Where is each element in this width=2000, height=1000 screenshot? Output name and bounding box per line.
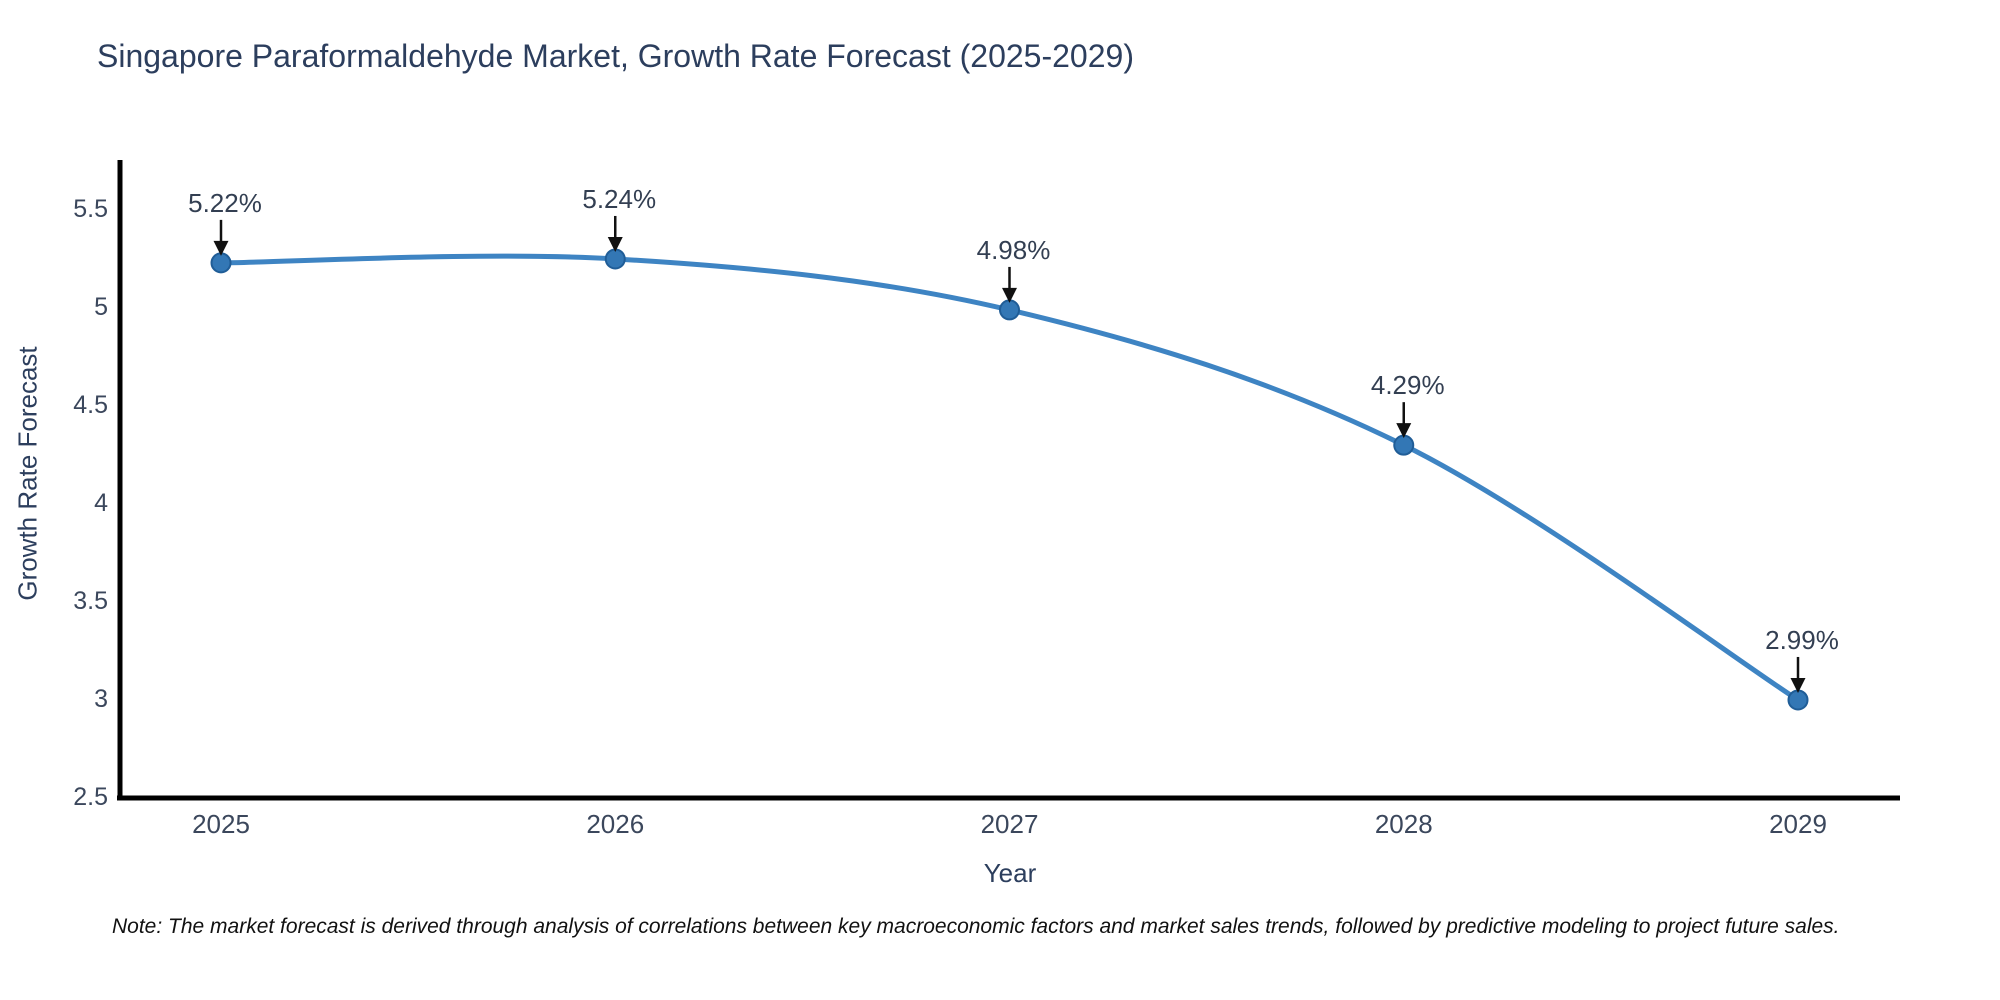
x-tick-label: 2025	[192, 809, 250, 839]
point-label: 2.99%	[1765, 625, 1839, 655]
annotation-arrow-head	[1002, 287, 1017, 303]
x-tick-label: 2028	[1375, 809, 1433, 839]
y-tick-label: 5.5	[73, 195, 108, 223]
annotation-arrow-head	[1396, 423, 1412, 439]
y-tick-label: 5	[94, 293, 108, 321]
point-label: 5.22%	[188, 188, 262, 218]
data-point-marker	[999, 299, 1020, 321]
y-tick-label: 4.5	[73, 391, 108, 419]
trend-line	[218, 253, 1801, 703]
data-point-marker	[1787, 689, 1809, 711]
point-label: 5.24%	[582, 184, 656, 214]
chart-title: Singapore Paraformaldehyde Market, Growt…	[97, 38, 1134, 74]
data-point-marker	[210, 252, 232, 274]
x-tick-label: 2026	[586, 809, 644, 839]
annotation-arrow-head	[607, 236, 623, 252]
y-tick-label: 2.5	[73, 783, 108, 811]
point-label: 4.29%	[1371, 370, 1445, 400]
data-point-marker	[604, 248, 626, 270]
x-tick-label: 2029	[1769, 809, 1827, 839]
data-point-marker	[1393, 434, 1415, 456]
x-tick-label: 2027	[981, 809, 1039, 839]
y-tick-label: 3	[94, 685, 108, 713]
footnote: Note: The market forecast is derived thr…	[112, 915, 1840, 938]
annotation-arrow-head	[213, 240, 229, 256]
y-tick-label: 3.5	[73, 587, 108, 615]
annotation-arrow-head	[1790, 677, 1806, 693]
x-axis-title: Year	[983, 858, 1037, 888]
point-label: 4.98%	[977, 235, 1051, 265]
y-tick-label: 4	[94, 489, 108, 517]
